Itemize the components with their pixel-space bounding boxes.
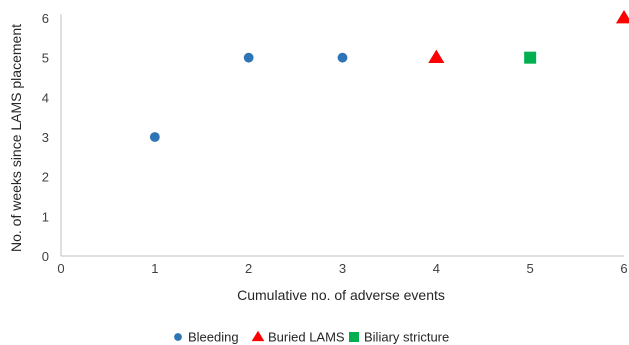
legend-label-bleeding: Bleeding xyxy=(188,330,239,345)
x-tick-label: 6 xyxy=(620,261,627,276)
bleeding-point xyxy=(336,51,349,64)
x-axis-title: Cumulative no. of adverse events xyxy=(237,287,445,303)
buried-lams-point xyxy=(615,10,629,24)
biliary-stricture-point xyxy=(524,51,537,64)
buried-lams-point xyxy=(428,49,445,63)
y-tick-label: 1 xyxy=(42,209,49,224)
legend-marker-biliary-stricture xyxy=(349,332,359,342)
x-tick-label: 0 xyxy=(57,261,64,276)
legend-label-biliary-stricture: Biliary stricture xyxy=(364,330,449,345)
y-tick-label: 4 xyxy=(42,90,49,105)
bleeding-point xyxy=(242,51,255,64)
legend-marker-bleeding xyxy=(172,331,184,343)
y-tick-label: 3 xyxy=(42,130,49,145)
y-tick-label: 0 xyxy=(42,249,49,264)
legend-label-buried-lams: Buried LAMS xyxy=(268,330,345,345)
legend: Bleeding Buried LAMS Biliary stricture xyxy=(172,330,449,345)
x-tick-label: 4 xyxy=(433,261,440,276)
x-tick-label: 5 xyxy=(527,261,534,276)
x-tick-label: 2 xyxy=(245,261,252,276)
y-axis-ticks: 0 1 2 3 4 5 6 xyxy=(42,11,49,264)
plot-area xyxy=(60,14,624,257)
data-markers xyxy=(148,10,629,144)
x-axis-ticks: 0 1 2 3 4 5 6 xyxy=(57,261,627,276)
x-tick-label: 3 xyxy=(339,261,346,276)
y-tick-label: 5 xyxy=(42,51,49,66)
y-axis-title: No. of weeks since LAMS placement xyxy=(8,24,24,252)
y-tick-label: 2 xyxy=(42,170,49,185)
x-tick-label: 1 xyxy=(151,261,158,276)
legend-marker-buried-lams xyxy=(251,330,265,342)
bleeding-point xyxy=(148,130,161,144)
y-tick-label: 6 xyxy=(42,11,49,26)
